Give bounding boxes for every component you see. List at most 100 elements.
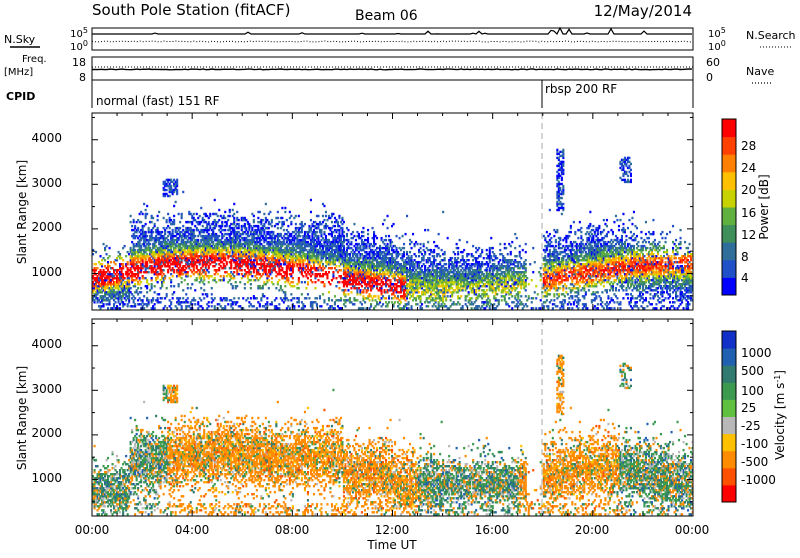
power-cell (161, 297, 163, 299)
power-cell (397, 295, 399, 297)
power-cell (173, 205, 175, 207)
power-cell (295, 223, 297, 225)
power-cell (203, 289, 205, 291)
power-cell (364, 301, 366, 303)
power-cell (271, 277, 273, 279)
power-cell (100, 255, 102, 257)
power-cell (403, 253, 405, 255)
power-cell (334, 217, 336, 219)
power-cell (245, 227, 247, 229)
power-cell (202, 217, 204, 219)
power-cell (307, 277, 309, 279)
power-cell (104, 259, 106, 261)
power-cell (139, 277, 141, 279)
power-cell (124, 245, 126, 247)
power-cell (277, 211, 279, 213)
power-cell (427, 229, 429, 231)
power-cell (305, 287, 307, 289)
power-cell (154, 223, 156, 225)
power-cell (433, 249, 435, 251)
power-cell (172, 297, 174, 299)
power-cell (444, 251, 446, 253)
power-cell (224, 305, 226, 307)
power-cell (340, 307, 342, 309)
power-cell (317, 235, 319, 237)
power-cell (310, 199, 312, 201)
power-cell (290, 221, 292, 223)
power-cell (227, 219, 229, 221)
power-cell (429, 257, 431, 259)
power-cell (421, 303, 423, 305)
power-cell (353, 235, 355, 237)
power-cell (211, 287, 213, 289)
power-cell (160, 301, 162, 303)
power-cell (148, 299, 150, 301)
power-cell (143, 295, 145, 297)
power-cell (349, 253, 351, 255)
power-cell (97, 267, 99, 269)
power-cell (232, 285, 234, 287)
power-cell (233, 217, 235, 219)
power-cell (387, 243, 389, 245)
power-cell (420, 243, 422, 245)
power-cell (421, 307, 423, 309)
power-cell (290, 215, 292, 217)
power-cell (310, 211, 312, 213)
power-cell (295, 215, 297, 217)
power-cell (334, 295, 336, 297)
power-cell (220, 275, 222, 277)
power-cell (362, 227, 364, 229)
power-cell (103, 243, 105, 245)
power-heatmap (92, 149, 695, 310)
power-cell (110, 261, 112, 263)
nsky-trace (92, 28, 692, 34)
power-cell (439, 255, 441, 257)
power-cell (265, 217, 267, 219)
power-cell (301, 293, 303, 295)
power-cell (356, 299, 358, 301)
power-cell (384, 219, 386, 221)
power-cell (173, 215, 175, 217)
power-cell (400, 301, 402, 303)
power-cell (184, 279, 186, 281)
power-cell (420, 247, 422, 249)
power-cell (142, 299, 144, 301)
power-cell (236, 217, 238, 219)
power-cell (325, 215, 327, 217)
nsearch-tick-bottom: 100 (708, 39, 726, 54)
power-cell (408, 301, 410, 303)
nsky-panel-frame (92, 28, 693, 50)
power-cell (323, 219, 325, 221)
power-cell (187, 271, 189, 273)
power-cell (362, 235, 364, 237)
power-cell (200, 287, 202, 289)
power-cell (164, 275, 166, 277)
power-cell (427, 241, 429, 243)
power-cell (140, 221, 142, 223)
power-cell (268, 253, 270, 255)
power-cell (322, 263, 324, 265)
power-cell (284, 291, 286, 293)
power-cell (197, 301, 199, 303)
power-cell (136, 289, 138, 291)
power-cell (235, 281, 237, 283)
power-cell (182, 297, 184, 299)
nave-label: Nave (746, 65, 774, 78)
power-cell (298, 287, 300, 289)
power-cell (293, 285, 295, 287)
power-cell (173, 291, 175, 293)
power-cell (399, 253, 401, 255)
power-cell (323, 231, 325, 233)
power-cell (200, 207, 202, 209)
power-cell (148, 227, 150, 229)
power-cell (202, 225, 204, 227)
power-cell (251, 275, 253, 277)
power-cell (397, 251, 399, 253)
power-cell (424, 229, 426, 231)
power-cell (275, 297, 277, 299)
power-cell (169, 217, 171, 219)
power-cell (284, 211, 286, 213)
power-cell (115, 301, 117, 303)
power-cell (350, 241, 352, 243)
power-cell (233, 275, 235, 277)
